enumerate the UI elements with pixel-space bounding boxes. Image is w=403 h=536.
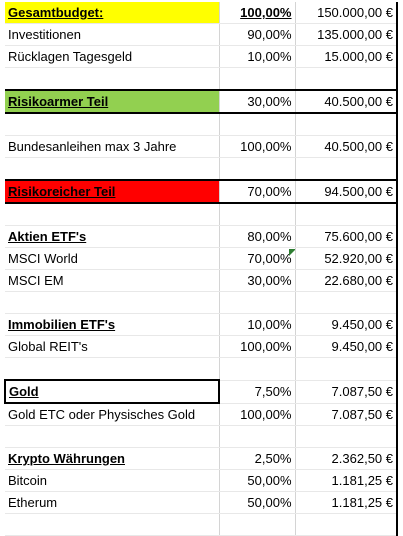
table-row: MSCI World 70,00% 52.920,00 € — [5, 247, 398, 270]
empty-row — [5, 157, 398, 181]
cell-percent[interactable]: 100,00% — [219, 403, 296, 426]
cell-percent[interactable]: 50,00% — [219, 491, 296, 514]
cell-label[interactable]: Aktien ETF's — [5, 225, 220, 248]
table-row: Rücklagen Tagesgeld 10,00% 15.000,00 € — [5, 45, 398, 68]
empty-cell[interactable] — [219, 291, 296, 314]
empty-row — [5, 202, 398, 226]
table-row: Bitcoin 50,00% 1.181,25 € — [5, 469, 398, 492]
empty-row — [5, 67, 398, 91]
comment-indicator-icon[interactable] — [288, 249, 294, 256]
table-row-high-risk: Risikoreicher Teil 70,00% 94.500,00 € — [5, 180, 398, 204]
table-row: Gold ETC oder Physisches Gold 100,00% 7.… — [5, 403, 398, 426]
cell-amount[interactable]: 1.181,25 € — [295, 469, 398, 492]
cell-label-selected[interactable]: Gold — [4, 379, 220, 404]
cell-amount[interactable]: 75.600,00 € — [295, 225, 398, 248]
cell-amount[interactable]: 7.087,50 € — [295, 403, 398, 426]
empty-cell[interactable] — [295, 425, 398, 448]
cell-label[interactable]: Rücklagen Tagesgeld — [5, 45, 220, 68]
empty-cell[interactable] — [295, 67, 398, 91]
empty-cell[interactable] — [219, 357, 296, 381]
cell-label[interactable]: MSCI EM — [5, 269, 220, 292]
empty-row — [5, 357, 398, 381]
empty-cell[interactable] — [219, 513, 296, 536]
cell-amount[interactable]: 40.500,00 € — [295, 90, 398, 114]
table-row: MSCI EM 30,00% 22.680,00 € — [5, 269, 398, 292]
empty-cell[interactable] — [219, 425, 296, 448]
cell-amount[interactable]: 22.680,00 € — [295, 269, 398, 292]
table-row: Etherum 50,00% 1.181,25 € — [5, 491, 398, 514]
spreadsheet-view: Gesamtbudget: 100,00% 150.000,00 € Inves… — [4, 2, 398, 536]
empty-cell[interactable] — [5, 513, 220, 536]
empty-cell[interactable] — [5, 357, 220, 381]
budget-table: Gesamtbudget: 100,00% 150.000,00 € Inves… — [4, 2, 398, 536]
empty-row — [5, 513, 398, 536]
cell-label[interactable]: Risikoreicher Teil — [5, 180, 220, 204]
cell-label[interactable]: Bundesanleihen max 3 Jahre — [5, 135, 220, 158]
cell-label[interactable]: Krypto Währungen — [5, 447, 220, 470]
cell-percent[interactable]: 70,00% — [219, 247, 296, 270]
empty-cell[interactable] — [295, 357, 398, 381]
table-row-crypto: Krypto Währungen 2,50% 2.362,50 € — [5, 447, 398, 470]
cell-percent[interactable]: 70,00% — [219, 180, 296, 204]
table-row-gold: Gold 7,50% 7.087,50 € — [4, 379, 398, 404]
cell-amount[interactable]: 150.000,00 € — [295, 2, 398, 24]
cell-amount[interactable]: 1.181,25 € — [295, 491, 398, 514]
cell-label[interactable]: Etherum — [5, 491, 220, 514]
empty-cell[interactable] — [295, 112, 398, 136]
table-row-total-budget: Gesamtbudget: 100,00% 150.000,00 € — [5, 2, 398, 24]
cell-label[interactable]: Immobilien ETF's — [5, 313, 220, 336]
cell-percent[interactable]: 90,00% — [219, 23, 296, 46]
cell-percent[interactable]: 80,00% — [219, 225, 296, 248]
cell-percent[interactable]: 50,00% — [219, 469, 296, 492]
table-row-low-risk: Risikoarmer Teil 30,00% 40.500,00 € — [5, 90, 398, 114]
empty-row — [5, 425, 398, 448]
table-row: Bundesanleihen max 3 Jahre 100,00% 40.50… — [5, 135, 398, 158]
cell-label[interactable]: Gesamtbudget: — [5, 2, 220, 24]
cell-label[interactable]: Gold ETC oder Physisches Gold — [5, 403, 220, 426]
table-row-real-estate-etfs: Immobilien ETF's 10,00% 9.450,00 € — [5, 313, 398, 336]
cell-percent[interactable]: 100,00% — [219, 2, 296, 24]
cell-amount[interactable]: 9.450,00 € — [295, 335, 398, 358]
empty-row — [5, 291, 398, 314]
empty-cell[interactable] — [219, 67, 296, 91]
empty-cell[interactable] — [295, 157, 398, 181]
empty-cell[interactable] — [5, 112, 220, 136]
cell-label[interactable]: MSCI World — [5, 247, 220, 270]
cell-percent[interactable]: 100,00% — [219, 135, 296, 158]
cell-percent[interactable]: 100,00% — [219, 335, 296, 358]
cell-percent[interactable]: 2,50% — [219, 447, 296, 470]
cell-amount[interactable]: 135.000,00 € — [295, 23, 398, 46]
empty-cell[interactable] — [5, 67, 220, 91]
empty-cell[interactable] — [5, 202, 220, 226]
empty-cell[interactable] — [295, 202, 398, 226]
cell-amount[interactable]: 9.450,00 € — [295, 313, 398, 336]
cell-label[interactable]: Investitionen — [5, 23, 220, 46]
cell-percent[interactable]: 7,50% — [219, 380, 296, 404]
empty-cell[interactable] — [295, 513, 398, 536]
empty-cell[interactable] — [5, 157, 220, 181]
empty-cell[interactable] — [219, 112, 296, 136]
table-row: Investitionen 90,00% 135.000,00 € — [5, 23, 398, 46]
cell-amount[interactable]: 94.500,00 € — [295, 180, 398, 204]
empty-cell[interactable] — [5, 291, 220, 314]
cell-label[interactable]: Bitcoin — [5, 469, 220, 492]
cell-amount[interactable]: 15.000,00 € — [295, 45, 398, 68]
empty-cell[interactable] — [219, 202, 296, 226]
empty-cell[interactable] — [219, 157, 296, 181]
cell-amount[interactable]: 2.362,50 € — [295, 447, 398, 470]
cell-amount[interactable]: 40.500,00 € — [295, 135, 398, 158]
cell-label[interactable]: Risikoarmer Teil — [5, 90, 220, 114]
cell-label[interactable]: Global REIT's — [5, 335, 220, 358]
table-row-stock-etfs: Aktien ETF's 80,00% 75.600,00 € — [5, 225, 398, 248]
empty-cell[interactable] — [5, 425, 220, 448]
cell-percent[interactable]: 10,00% — [219, 313, 296, 336]
empty-row — [5, 112, 398, 136]
table-row: Global REIT's 100,00% 9.450,00 € — [5, 335, 398, 358]
cell-amount[interactable]: 7.087,50 € — [295, 380, 398, 404]
cell-percent[interactable]: 10,00% — [219, 45, 296, 68]
cell-percent[interactable]: 30,00% — [219, 269, 296, 292]
cell-amount[interactable]: 52.920,00 € — [295, 247, 398, 270]
empty-cell[interactable] — [295, 291, 398, 314]
cell-percent[interactable]: 30,00% — [219, 90, 296, 114]
